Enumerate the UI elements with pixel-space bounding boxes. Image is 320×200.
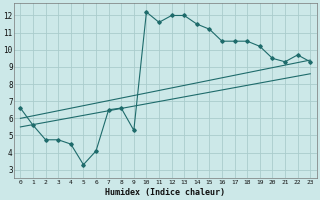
X-axis label: Humidex (Indice chaleur): Humidex (Indice chaleur)	[105, 188, 225, 197]
